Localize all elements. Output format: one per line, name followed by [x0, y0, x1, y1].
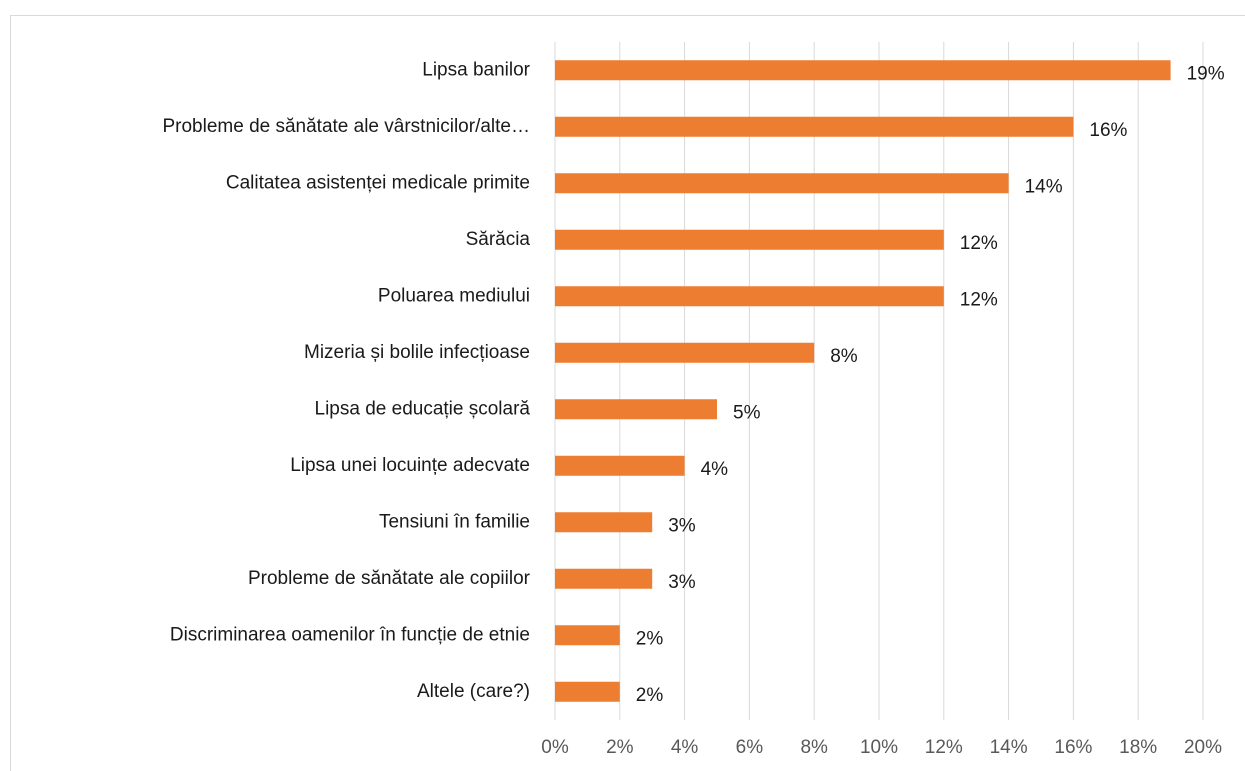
- category-label: Mizeria și bolile infecțioase: [304, 342, 530, 363]
- category-label: Altele (care?): [417, 681, 530, 702]
- value-label: 5%: [733, 402, 761, 423]
- value-label: 19%: [1187, 63, 1225, 84]
- bar: [555, 455, 685, 476]
- x-tick-label: 6%: [736, 737, 764, 758]
- value-label: 16%: [1089, 120, 1127, 141]
- bar: [555, 681, 620, 702]
- value-label: 8%: [830, 346, 858, 367]
- bar: [555, 568, 653, 589]
- x-tick-label: 16%: [1054, 737, 1092, 758]
- bar: [555, 342, 815, 363]
- bar: [555, 286, 944, 307]
- bar: [555, 512, 653, 533]
- bar: [555, 229, 944, 250]
- category-label: Lipsa banilor: [422, 59, 530, 80]
- x-tick-label: 8%: [800, 737, 828, 758]
- value-label: 12%: [960, 289, 998, 310]
- category-label: Probleme de sănătate ale copiilor: [248, 568, 531, 589]
- value-label: 14%: [1025, 176, 1063, 197]
- value-label: 12%: [960, 233, 998, 254]
- chart-frame: [10, 15, 1245, 771]
- x-tick-label: 20%: [1184, 737, 1222, 758]
- x-tick-label: 2%: [606, 737, 634, 758]
- category-label: Sărăcia: [466, 229, 531, 250]
- value-label: 2%: [636, 685, 664, 706]
- bar: [555, 399, 717, 420]
- bar: [555, 625, 620, 646]
- category-label: Tensiuni în familie: [379, 511, 530, 532]
- value-label: 4%: [701, 459, 729, 480]
- x-tick-label: 14%: [990, 737, 1028, 758]
- category-label: Poluarea mediului: [378, 285, 530, 306]
- bar: [555, 60, 1171, 81]
- category-label: Calitatea asistenței medicale primite: [226, 172, 530, 193]
- category-label: Lipsa unei locuințe adecvate: [290, 455, 530, 476]
- category-label: Discriminarea oamenilor în funcție de et…: [170, 624, 530, 645]
- bar: [555, 116, 1074, 137]
- x-tick-label: 10%: [860, 737, 898, 758]
- x-tick-label: 4%: [671, 737, 699, 758]
- bar: [555, 173, 1009, 194]
- x-tick-label: 12%: [925, 737, 963, 758]
- value-label: 3%: [668, 515, 696, 536]
- value-label: 2%: [636, 628, 664, 649]
- value-label: 3%: [668, 572, 696, 593]
- category-label: Probleme de sănătate ale vârstnicilor/al…: [162, 116, 530, 137]
- x-tick-label: 0%: [541, 737, 569, 758]
- category-label: Lipsa de educație școlară: [315, 398, 531, 419]
- x-tick-label: 18%: [1119, 737, 1157, 758]
